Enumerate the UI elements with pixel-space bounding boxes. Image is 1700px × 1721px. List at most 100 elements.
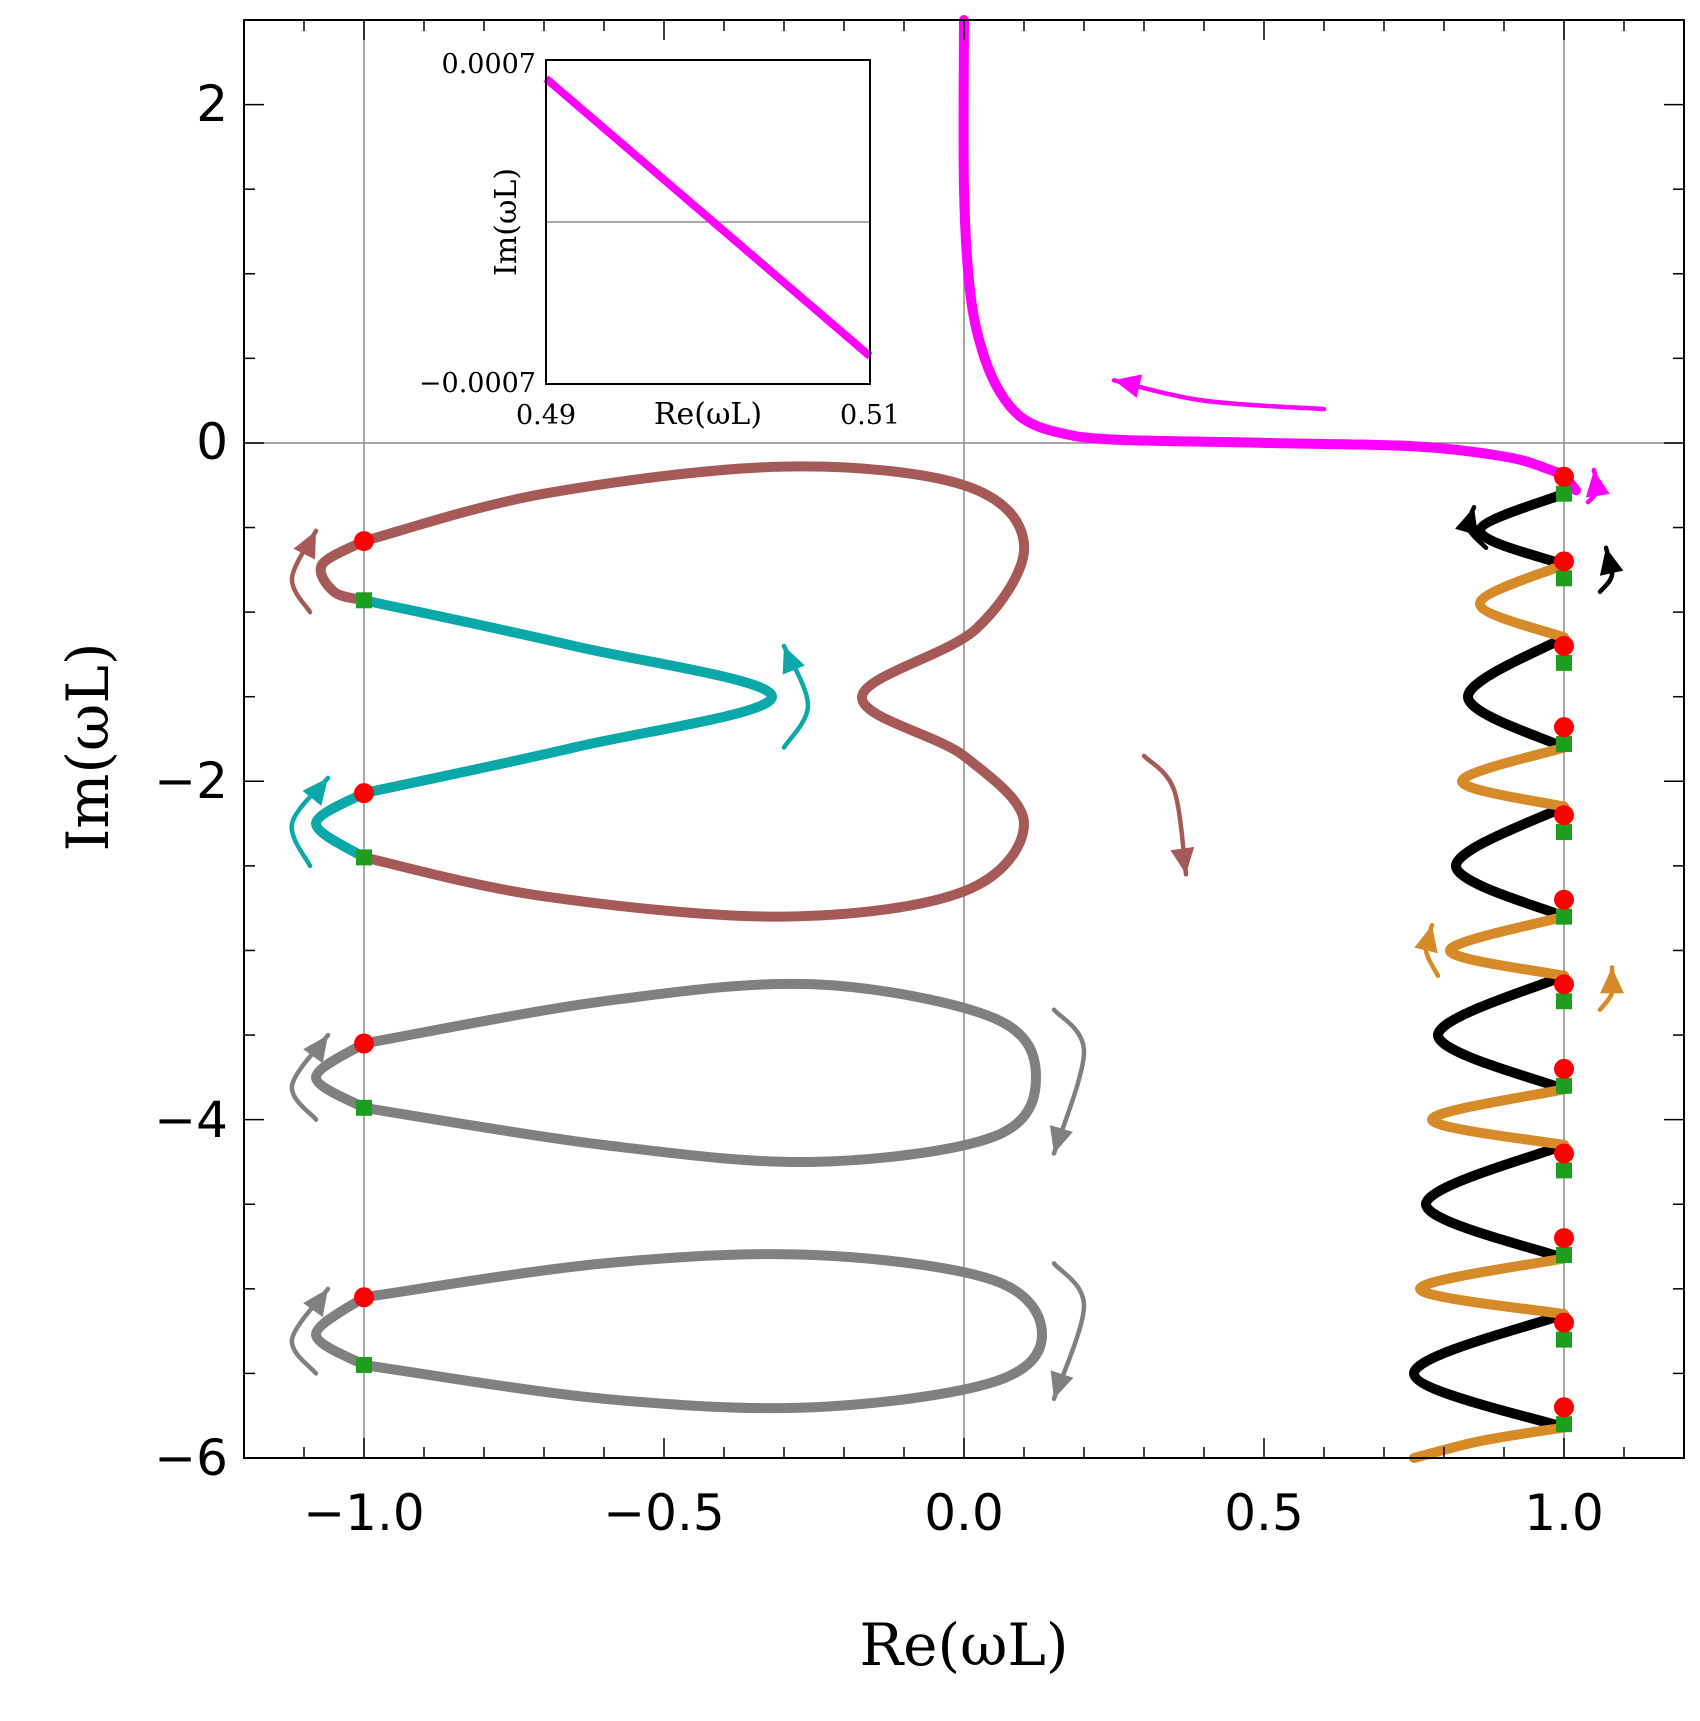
direction-arrow-gray bbox=[1050, 1261, 1087, 1402]
direction-arrow-black bbox=[1597, 545, 1624, 595]
red-circle-marker bbox=[1554, 1397, 1574, 1418]
direction-arrow-magenta bbox=[1111, 374, 1327, 412]
series-line-brown bbox=[359, 461, 1030, 922]
marker-layer bbox=[354, 466, 1574, 1433]
series-line-black bbox=[1463, 632, 1569, 753]
green-square-marker bbox=[1556, 908, 1572, 925]
red-circle-marker bbox=[1554, 1143, 1574, 1164]
green-square-marker bbox=[1556, 654, 1572, 671]
y-tick-label: −6 bbox=[154, 1429, 228, 1487]
green-square-marker bbox=[1556, 570, 1572, 587]
x-tick-label: 0.5 bbox=[1224, 1484, 1304, 1542]
green-square-marker bbox=[356, 1099, 372, 1116]
tick-marks bbox=[243, 19, 1685, 1459]
direction-arrow-orange bbox=[1597, 965, 1624, 1012]
inset-y-axis-title: Im(ωL) bbox=[489, 168, 524, 276]
series-line-cyan bbox=[359, 595, 777, 799]
direction-arrow-cyan bbox=[289, 775, 331, 869]
direction-arrow-black bbox=[1455, 504, 1489, 551]
direction-arrow-gray bbox=[289, 1286, 331, 1376]
arrow-head bbox=[1585, 470, 1610, 498]
arrow-head bbox=[1049, 1125, 1073, 1154]
red-circle-marker bbox=[1554, 974, 1574, 995]
series-line-gray bbox=[359, 1249, 1047, 1414]
arrow-head bbox=[1114, 374, 1142, 398]
arrow-head bbox=[293, 530, 316, 560]
direction-arrow-brown bbox=[1141, 753, 1195, 877]
arrow-shaft bbox=[1111, 378, 1327, 412]
arrow-layer bbox=[289, 374, 1624, 1402]
inset-frame bbox=[545, 59, 871, 385]
inset-y-tick-label: −0.0007 bbox=[419, 368, 536, 399]
y-tick-label: −2 bbox=[154, 752, 228, 810]
red-circle-marker bbox=[1554, 889, 1574, 910]
direction-arrow-magenta bbox=[1585, 467, 1610, 505]
y-axis-title: Im(ωL) bbox=[54, 643, 122, 852]
green-square-marker bbox=[1556, 736, 1572, 753]
y-tick-label: −4 bbox=[154, 1091, 228, 1149]
direction-arrow-orange bbox=[1414, 922, 1441, 979]
series-line-black bbox=[1475, 488, 1569, 570]
red-circle-marker bbox=[354, 1287, 374, 1308]
arrow-head bbox=[302, 777, 328, 806]
inset-x-axis-title: Re(ωL) bbox=[654, 397, 762, 432]
arrow-head bbox=[1600, 967, 1624, 994]
series-line-orange bbox=[1415, 1253, 1569, 1320]
red-circle-marker bbox=[1554, 1228, 1574, 1249]
green-square-marker bbox=[356, 849, 372, 866]
arrow-head bbox=[1599, 547, 1624, 576]
series-line-black bbox=[1421, 1140, 1569, 1264]
series-line-orange bbox=[1457, 742, 1569, 812]
direction-arrow-gray bbox=[289, 1032, 331, 1122]
series-line-orange bbox=[1445, 911, 1569, 981]
arrow-head bbox=[1050, 1370, 1074, 1399]
y-tick-label: 0 bbox=[196, 413, 228, 471]
inset-x-tick-label: 0.51 bbox=[840, 400, 900, 431]
direction-arrow-brown bbox=[289, 528, 319, 615]
green-square-marker bbox=[1556, 1162, 1572, 1179]
series-line-cyan bbox=[311, 788, 369, 863]
green-square-marker bbox=[1556, 1416, 1572, 1433]
red-circle-marker bbox=[1554, 1058, 1574, 1079]
green-square-marker bbox=[1556, 824, 1572, 841]
red-circle-marker bbox=[1554, 1312, 1574, 1333]
inset-chart: 0.0007 −0.0007 0.49 0.51 Re(ωL) Im(ωL) bbox=[419, 49, 900, 432]
red-circle-marker bbox=[1554, 635, 1574, 656]
x-tick-labels: −1.0 −0.5 0.0 0.5 1.0 bbox=[303, 1484, 1603, 1542]
green-square-marker bbox=[1556, 1246, 1572, 1263]
red-circle-marker bbox=[354, 783, 374, 804]
red-circle-marker bbox=[354, 531, 374, 552]
x-tick-label: −1.0 bbox=[303, 1484, 424, 1542]
arrow-head bbox=[1414, 925, 1438, 954]
arrow-head bbox=[303, 1035, 328, 1064]
red-circle-marker bbox=[354, 1033, 374, 1054]
series-line-black bbox=[1409, 1309, 1569, 1433]
green-square-marker bbox=[1556, 1331, 1572, 1348]
red-circle-marker bbox=[1554, 466, 1574, 487]
series-line-orange bbox=[1475, 559, 1569, 643]
y-tick-label: 2 bbox=[196, 75, 228, 133]
arrow-head bbox=[1170, 846, 1195, 875]
series-line-orange bbox=[1409, 1422, 1569, 1463]
series-layer bbox=[311, 15, 1581, 1463]
direction-arrow-cyan bbox=[781, 643, 811, 750]
inset-y-tick-label: 0.0007 bbox=[442, 49, 536, 80]
x-tick-label: 0.0 bbox=[924, 1484, 1004, 1542]
series-line-gray bbox=[311, 1292, 369, 1370]
inset-series-line bbox=[543, 75, 873, 360]
arrow-head bbox=[1455, 507, 1479, 536]
red-circle-marker bbox=[1554, 805, 1574, 826]
x-tick-label: 1.0 bbox=[1524, 1484, 1604, 1542]
red-circle-marker bbox=[1554, 551, 1574, 572]
green-square-marker bbox=[1556, 485, 1572, 502]
series-line-brown bbox=[315, 536, 369, 606]
y-tick-labels: −6 −4 −2 0 2 bbox=[154, 75, 228, 1487]
arrow-head bbox=[782, 646, 805, 675]
x-tick-label: −0.5 bbox=[603, 1484, 724, 1542]
red-circle-marker bbox=[1554, 717, 1574, 738]
series-line-orange bbox=[1427, 1084, 1569, 1150]
green-square-marker bbox=[356, 592, 372, 609]
green-square-marker bbox=[1556, 993, 1572, 1010]
series-line-black bbox=[1433, 970, 1569, 1095]
